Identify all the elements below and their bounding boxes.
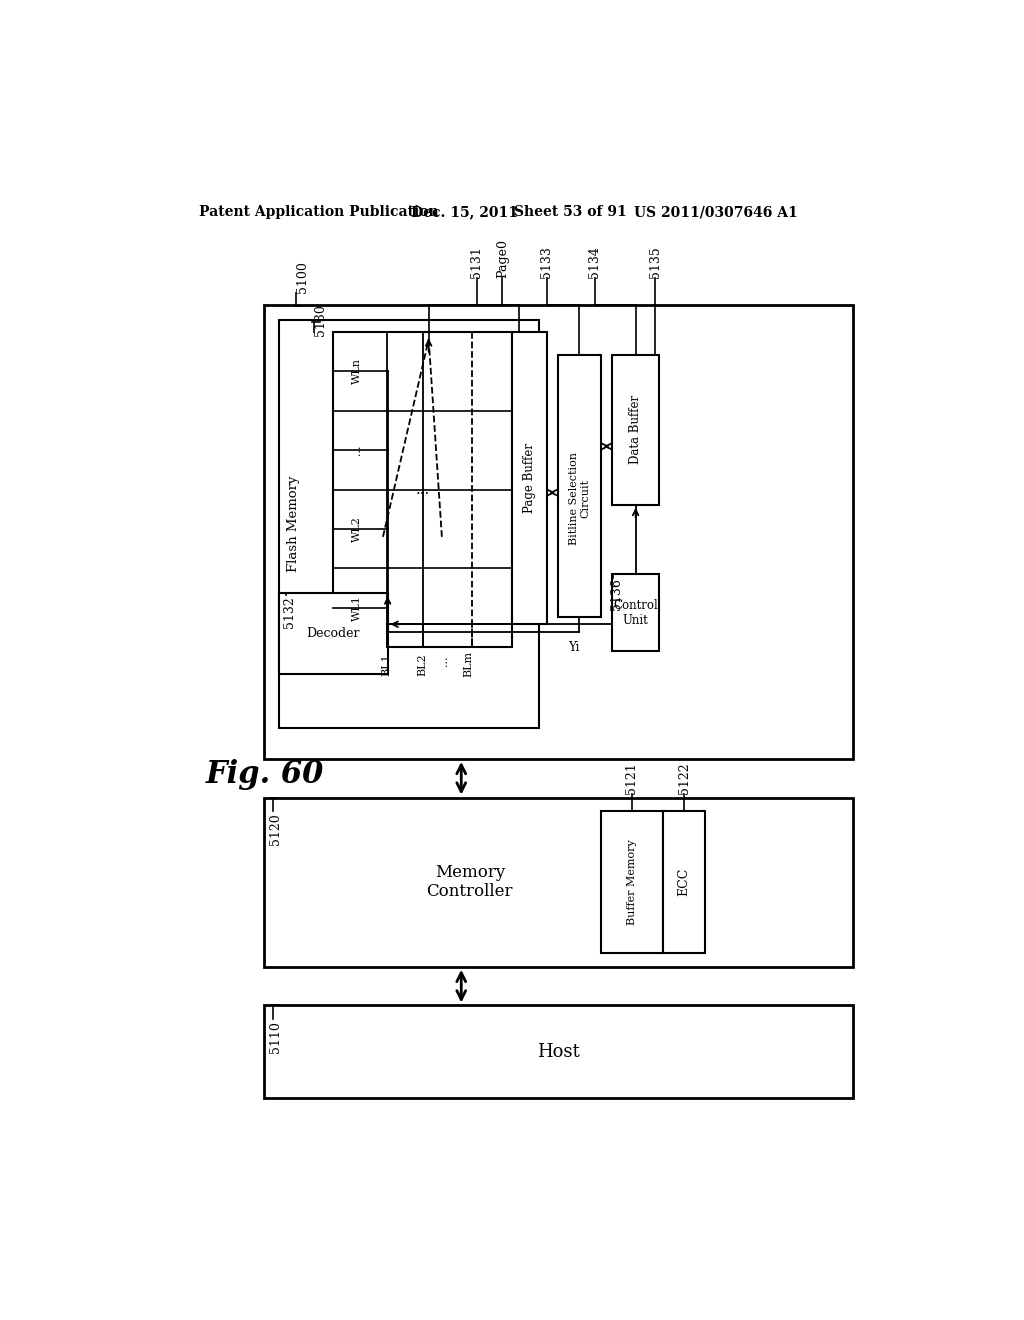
Text: ECC: ECC bbox=[678, 869, 690, 896]
Text: BLm: BLm bbox=[464, 651, 473, 677]
Text: Yi: Yi bbox=[568, 642, 580, 655]
Text: Host: Host bbox=[537, 1043, 580, 1060]
Text: Sheet 53 of 91: Sheet 53 of 91 bbox=[514, 206, 627, 219]
Bar bbox=[263, 1006, 853, 1098]
Text: Dec. 15, 2011: Dec. 15, 2011 bbox=[411, 206, 518, 219]
Text: ...: ... bbox=[416, 483, 430, 496]
Text: WL1: WL1 bbox=[351, 595, 361, 620]
Bar bbox=[612, 574, 658, 651]
Text: Bitline Selection
Circuit: Bitline Selection Circuit bbox=[568, 453, 590, 545]
Bar bbox=[558, 355, 601, 616]
Bar bbox=[263, 305, 853, 759]
Text: Data Buffer: Data Buffer bbox=[629, 395, 642, 465]
Text: Decoder: Decoder bbox=[306, 627, 360, 640]
Text: ...: ... bbox=[438, 656, 449, 667]
Text: Flash Memory: Flash Memory bbox=[287, 477, 300, 573]
Text: 5122: 5122 bbox=[678, 762, 690, 793]
Text: 5130: 5130 bbox=[314, 304, 327, 335]
Bar bbox=[280, 321, 539, 729]
Text: 5100: 5100 bbox=[296, 261, 309, 293]
Text: 5133: 5133 bbox=[540, 246, 553, 277]
Text: 5121: 5121 bbox=[626, 762, 638, 793]
Text: Control
Unit: Control Unit bbox=[613, 599, 658, 627]
Text: Page Buffer: Page Buffer bbox=[522, 444, 536, 513]
Text: WLn: WLn bbox=[351, 358, 361, 384]
Text: Page0: Page0 bbox=[496, 239, 509, 277]
Text: BL1: BL1 bbox=[382, 653, 392, 676]
Text: 5132: 5132 bbox=[283, 595, 296, 627]
Bar bbox=[601, 812, 663, 953]
Bar bbox=[663, 812, 706, 953]
Text: 5120: 5120 bbox=[269, 813, 282, 845]
Text: Memory
Controller: Memory Controller bbox=[427, 863, 513, 900]
Bar bbox=[280, 594, 388, 675]
Text: Fig. 60: Fig. 60 bbox=[206, 759, 324, 789]
Bar bbox=[612, 355, 658, 504]
Text: Patent Application Publication: Patent Application Publication bbox=[200, 206, 439, 219]
Text: US 2011/0307646 A1: US 2011/0307646 A1 bbox=[634, 206, 798, 219]
Text: 5136: 5136 bbox=[610, 578, 623, 610]
Text: Buffer Memory: Buffer Memory bbox=[627, 840, 637, 925]
Text: BL2: BL2 bbox=[418, 653, 427, 676]
Text: ...: ... bbox=[351, 445, 361, 455]
Bar bbox=[512, 331, 547, 624]
Bar bbox=[334, 331, 512, 647]
Text: WL2: WL2 bbox=[351, 516, 361, 543]
Text: 5135: 5135 bbox=[648, 246, 662, 277]
Text: 5131: 5131 bbox=[470, 246, 483, 277]
Text: 5110: 5110 bbox=[269, 1020, 282, 1052]
Text: 5134: 5134 bbox=[588, 246, 601, 277]
Bar bbox=[263, 797, 853, 966]
